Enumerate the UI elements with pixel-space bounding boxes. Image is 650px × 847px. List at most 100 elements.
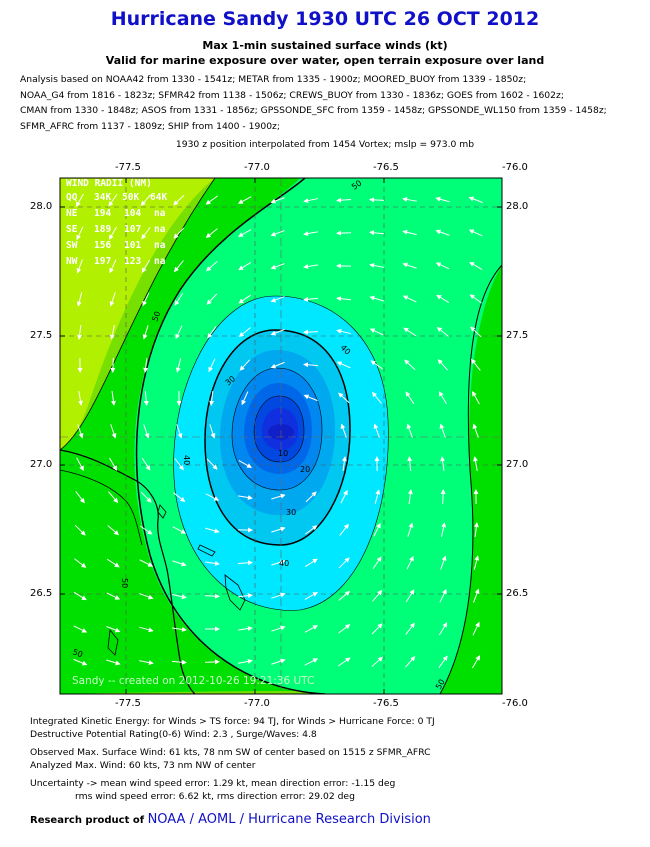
wind-arrow <box>438 622 448 636</box>
wind-arrow <box>336 361 351 369</box>
wind-arrow <box>473 522 479 538</box>
wind-arrow <box>440 456 446 472</box>
wind-arrow <box>106 558 120 568</box>
research-links[interactable]: NOAA / AOML / Hurricane Research Divisio… <box>147 812 431 827</box>
wind-arrow <box>405 589 415 603</box>
wind-arrow <box>402 295 417 303</box>
wind-arrow <box>303 362 319 368</box>
wind-arrow <box>405 622 415 635</box>
wind-arrow <box>204 593 220 599</box>
wind-arrow <box>238 460 252 468</box>
wind-arrow <box>110 357 116 373</box>
wind-arrow <box>369 230 385 236</box>
wind-arrow <box>303 264 318 269</box>
wind-arrow <box>407 456 413 472</box>
wind-arrow <box>108 226 117 240</box>
wind-arrow <box>140 491 152 503</box>
wind-arrow <box>404 359 416 371</box>
contour-30 <box>204 329 351 546</box>
lon-label-bottom: -77.5 <box>115 698 141 709</box>
contour-20 <box>231 367 323 491</box>
wind-arrow <box>405 391 415 405</box>
wind-arrow <box>139 593 154 600</box>
wind-arrow <box>369 295 384 302</box>
lon-label-bottom: -76.5 <box>373 698 399 709</box>
wind-arrow <box>106 659 121 666</box>
wind-arrow <box>271 493 286 500</box>
wind-radii-title: WIND RADII (NM) <box>66 178 152 189</box>
wind-arrow <box>369 328 384 336</box>
wind-arrow <box>472 655 481 669</box>
wind-arrow <box>207 326 217 339</box>
wind-arrow <box>142 292 150 307</box>
wind-arrow <box>109 292 116 307</box>
wind-arrow <box>205 493 220 501</box>
uncertainty-mean: Uncertainty -> mean wind speed error: 1.… <box>30 778 396 790</box>
wind-arrow <box>139 525 153 535</box>
wind-arrow <box>205 228 218 238</box>
island-outline <box>224 574 246 611</box>
wind-arrow <box>369 197 385 203</box>
wind-arrow <box>305 525 318 535</box>
wind-arrow <box>173 260 184 273</box>
lat-label-right: 26.5 <box>506 588 529 599</box>
wind-arrow <box>372 556 382 570</box>
wind-arrow <box>403 327 417 337</box>
analyzed-max-wind: Analyzed Max. Wind: 60 kts, 73 nm NW of … <box>30 759 256 771</box>
wind-arrow <box>369 262 384 268</box>
wind-arrow <box>440 555 447 570</box>
wind-arrow <box>373 423 380 438</box>
island-outline <box>157 504 167 519</box>
wind-arrow <box>108 491 119 504</box>
wind-arrow <box>206 458 218 470</box>
wind-arrow <box>441 522 447 537</box>
wind-arrow <box>304 658 319 666</box>
wind-arrow <box>270 197 285 204</box>
lon-label-top: -76.0 <box>502 162 528 173</box>
wind-arrow <box>338 392 350 404</box>
lat-label-left: 27.0 <box>30 459 53 470</box>
lat-label-right: 28.0 <box>506 201 529 212</box>
island-outline <box>107 628 119 656</box>
wind-field-map: 10 20 30 30 40 40 40 50 50 50 50 50 WIND… <box>59 177 503 695</box>
contour-60 <box>60 178 216 451</box>
wind-arrow <box>205 527 220 534</box>
observed-max-wind: Observed Max. Surface Wind: 61 kts, 78 n… <box>30 747 431 759</box>
wind-arrow <box>406 555 414 570</box>
wind-arrow <box>75 491 85 504</box>
wind-arrow <box>338 590 351 601</box>
wind-arrow <box>73 591 87 601</box>
wind-arrow <box>172 560 187 567</box>
wind-arrow <box>76 259 83 274</box>
wind-arrow <box>110 424 117 439</box>
wind-arrow <box>270 361 285 369</box>
wind-arrow <box>303 231 318 237</box>
wind-band-70-80 <box>60 178 215 450</box>
wind-arrow <box>271 592 286 599</box>
wind-arrow <box>435 262 450 270</box>
wind-arrow <box>303 394 318 402</box>
wind-arrow <box>439 423 446 438</box>
wind-arrow <box>270 296 285 303</box>
wind-arrow <box>472 423 479 438</box>
lat-label-left: 28.0 <box>30 201 53 212</box>
map-title: Hurricane Sandy 1930 UTC 26 OCT 2012 <box>110 8 540 30</box>
dpr-stat: Destructive Potential Rating(0-6) Wind: … <box>30 728 317 740</box>
wind-arrow <box>237 196 252 204</box>
position-info: 1930 z position interpolated from 1454 V… <box>175 139 475 150</box>
wind-arrow <box>174 458 184 471</box>
wind-arrow <box>371 391 382 404</box>
wind-arrow <box>438 391 448 405</box>
wind-arrow <box>339 523 349 536</box>
wind-arrow <box>341 456 347 472</box>
wind-arrow <box>270 263 285 270</box>
wind-arrow <box>141 227 151 240</box>
wind-arrow <box>140 194 151 207</box>
lat-label-right: 27.0 <box>506 459 529 470</box>
analysis-line: Analysis based on NOAA42 from 1330 - 154… <box>20 74 527 85</box>
wind-arrow <box>303 329 319 335</box>
wind-radii-table: WIND RADII (NM) QQ 34K 50K 64K NE 194 104 na S… <box>66 178 167 267</box>
wind-arrow <box>402 229 417 236</box>
wind-arrow <box>139 559 154 567</box>
wind-arrow <box>139 660 154 666</box>
